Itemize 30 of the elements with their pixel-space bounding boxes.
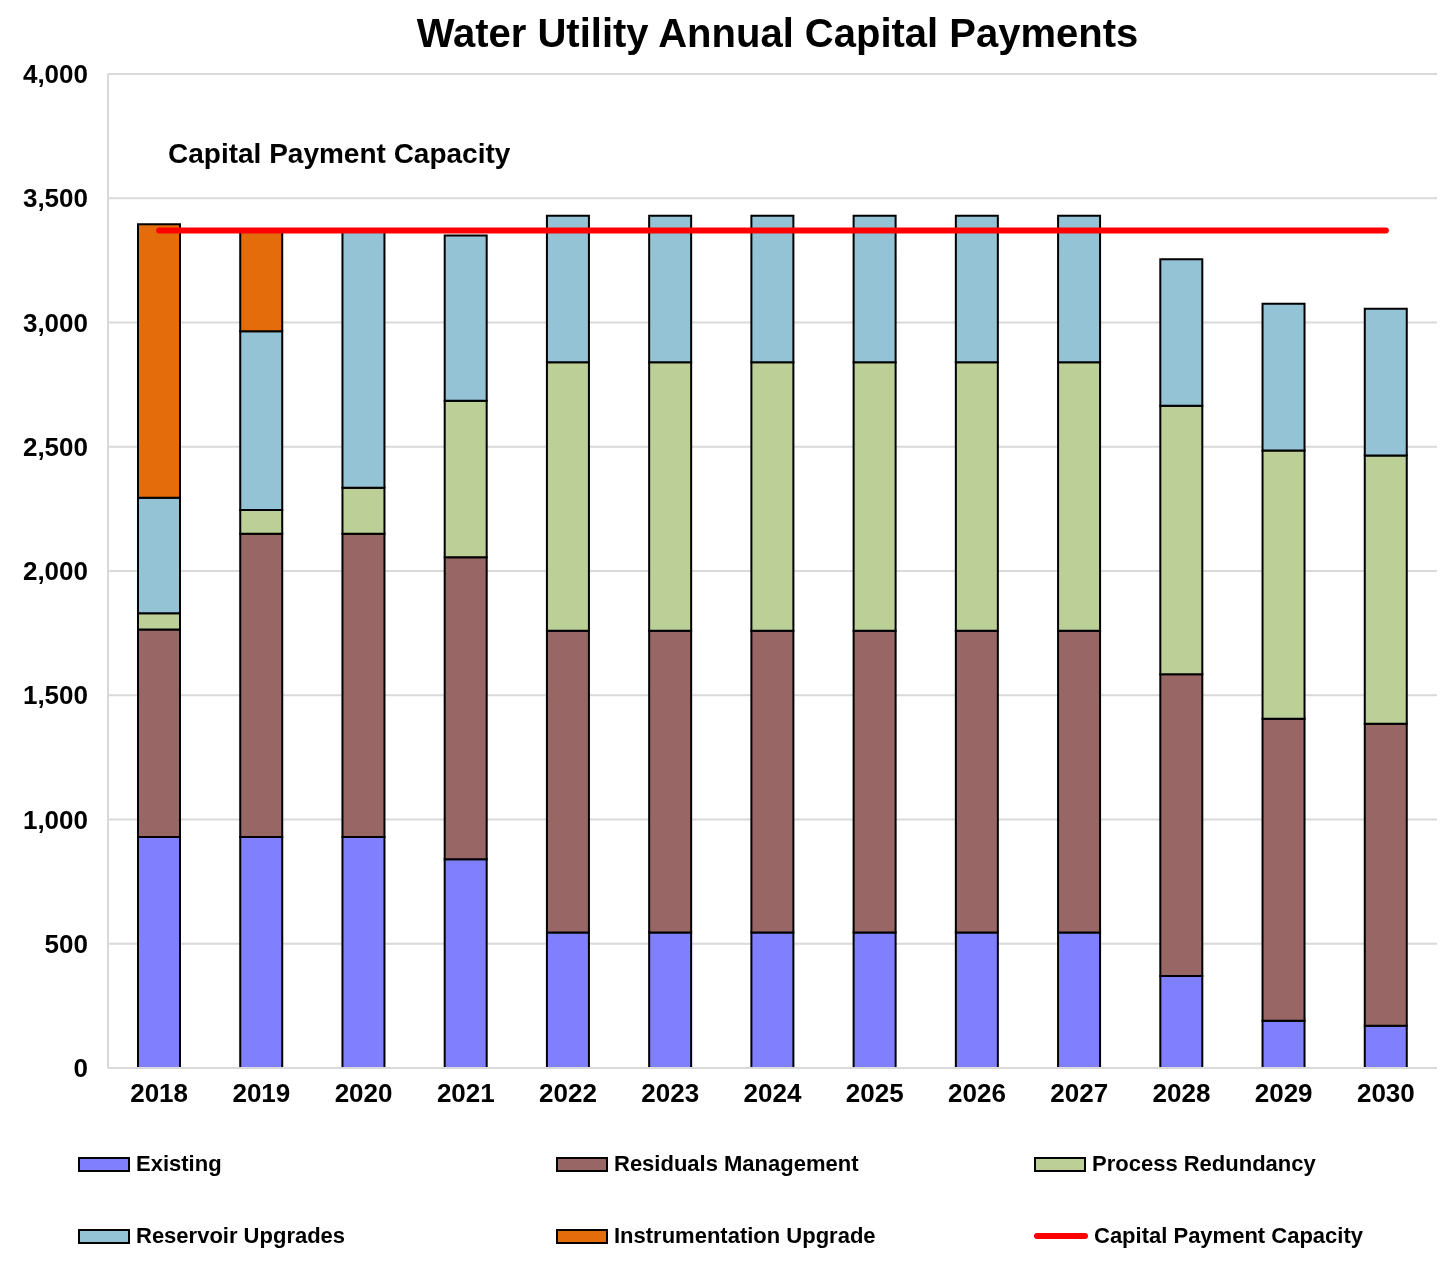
legend-label: Reservoir Upgrades	[136, 1223, 346, 1249]
x-tick-label: 2024	[743, 1078, 802, 1109]
x-tick-label: 2025	[845, 1078, 904, 1109]
y-tick-label: 4,000	[22, 59, 88, 90]
annotation: Capital Payment Capacity	[168, 138, 511, 170]
legend-label: Instrumentation Upgrade	[614, 1223, 876, 1249]
x-tick-label: 2021	[436, 1078, 495, 1109]
x-tick-label: 2026	[948, 1078, 1006, 1109]
y-tick-label: 3,000	[22, 307, 88, 338]
x-tick-label: 2023	[641, 1078, 700, 1109]
y-tick-label: 2,000	[22, 556, 88, 587]
x-tick-label: 2029	[1254, 1078, 1313, 1109]
legend-label: Capital Payment Capacity	[1094, 1223, 1363, 1249]
x-tick-label: 2027	[1050, 1078, 1109, 1109]
x-tick-label: 2019	[232, 1078, 291, 1109]
legend-label: Residuals Management	[614, 1151, 859, 1177]
y-tick-label: 3,500	[22, 183, 88, 214]
x-tick-label: 2028	[1152, 1078, 1211, 1109]
y-tick-label: 1,000	[22, 804, 88, 835]
chart-title: Water Utility Annual Capital Payments	[415, 10, 1140, 57]
x-tick-label: 2022	[539, 1078, 597, 1109]
legend-label: Existing	[136, 1151, 222, 1177]
y-tick-label: 0	[73, 1053, 88, 1084]
x-tick-label: 2018	[130, 1078, 189, 1109]
x-tick-label: 2030	[1356, 1078, 1415, 1109]
y-tick-label: 1,500	[22, 680, 88, 711]
x-tick-label: 2020	[334, 1078, 393, 1109]
legend-label: Process Redundancy	[1092, 1151, 1316, 1177]
y-tick-label: 2,500	[22, 431, 88, 462]
y-tick-label: 500	[44, 928, 88, 959]
